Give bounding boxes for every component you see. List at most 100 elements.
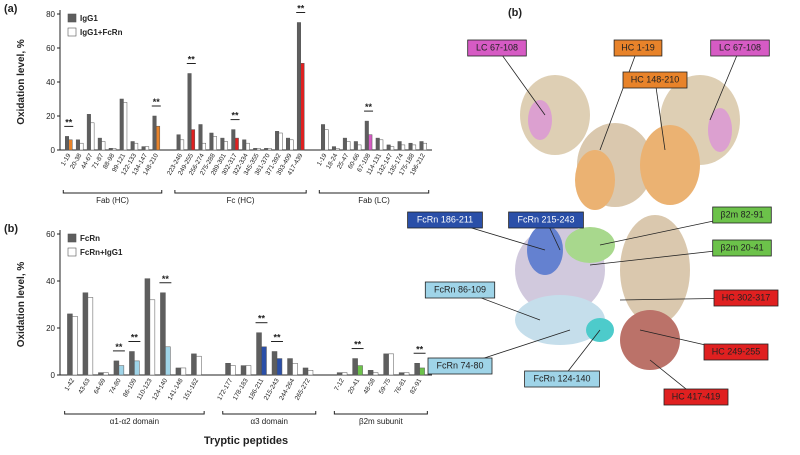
bar (240, 365, 247, 376)
y-tick-label: 40 (46, 78, 55, 87)
y-tick-label: 0 (51, 371, 56, 380)
bar (401, 144, 406, 151)
bar (364, 120, 369, 151)
bar (341, 372, 348, 376)
label-box (427, 357, 493, 375)
x-tick-label: 64-69 (93, 377, 108, 395)
label-box (712, 239, 772, 257)
bar (191, 129, 196, 151)
bar (87, 297, 94, 376)
significance-label: ** (162, 274, 170, 284)
significance-label: ** (232, 111, 240, 121)
bar (335, 148, 340, 151)
bar (368, 134, 373, 151)
bar (245, 365, 252, 376)
bar (386, 144, 391, 151)
label-box (508, 211, 584, 229)
group-label: β2m subunit (359, 417, 404, 426)
x-tick-label: 43-63 (77, 377, 92, 395)
x-tick-label: 86-109 (122, 377, 138, 398)
bar (198, 124, 203, 151)
bar (187, 73, 192, 151)
structure-label: LC 67-108 (719, 42, 761, 52)
bar (264, 148, 269, 151)
bar (134, 360, 140, 376)
bar (256, 332, 262, 376)
x-tick-label: 265-272 (294, 377, 312, 401)
bar (103, 372, 109, 376)
label-pointer (709, 47, 741, 121)
x-axis-title: Tryptic peptides (204, 435, 288, 447)
legend-label: FcRn+IgG1 (80, 248, 123, 257)
bar (419, 141, 424, 151)
bar (156, 125, 161, 151)
bar (119, 98, 124, 151)
label-box (407, 211, 483, 229)
group-bracket (222, 411, 317, 415)
bar (289, 139, 294, 151)
bar (422, 142, 427, 151)
x-tick-label: 74-80 (108, 377, 123, 395)
bar (225, 363, 231, 376)
bar (324, 129, 329, 151)
bar (180, 139, 185, 151)
significance-label: ** (153, 97, 161, 107)
bar (286, 137, 291, 151)
bar (275, 131, 280, 151)
bar (342, 137, 347, 151)
bar (245, 142, 250, 151)
bar (149, 299, 156, 376)
structure-label: FcRn 186-211 (417, 214, 473, 224)
bar (261, 346, 267, 376)
bar (191, 353, 197, 376)
x-tick-label: 151-162 (182, 377, 200, 401)
bar (223, 141, 228, 151)
label-box (713, 289, 779, 307)
group-bracket (64, 411, 205, 415)
label-box (524, 370, 600, 388)
structure-label: FcRn 124-140 (533, 373, 590, 383)
bar (72, 316, 78, 376)
bar (276, 358, 283, 376)
bar (212, 136, 217, 151)
structure-label: HC 417-419 (672, 391, 721, 401)
structure-label: β2m 20-41 (720, 242, 763, 252)
bar (68, 139, 73, 151)
structure-label: HC 302-317 (722, 292, 771, 302)
label-box (424, 281, 496, 299)
bar (130, 141, 135, 151)
y-axis-title: Oxidation level, % (16, 262, 27, 348)
legend-label: IgG1 (80, 14, 98, 23)
bar (353, 141, 358, 151)
bar (278, 132, 283, 151)
bar (357, 144, 362, 151)
legend-label: FcRn (80, 234, 100, 243)
label-pointer (654, 79, 666, 151)
bar (271, 351, 278, 376)
label-pointer (496, 47, 546, 116)
bar (134, 142, 139, 151)
structure-label: HC 249-255 (712, 346, 761, 356)
bar (390, 146, 395, 151)
y-tick-label: 60 (46, 230, 55, 239)
label-box (663, 388, 729, 406)
bar (67, 313, 73, 376)
bar (375, 137, 380, 151)
structure-label: HC 1-19 (621, 42, 655, 52)
y-tick-label: 60 (46, 44, 55, 53)
x-tick-label: 59-75 (378, 377, 393, 395)
bar (412, 144, 417, 151)
bar (220, 137, 225, 151)
bar (108, 148, 113, 151)
group-bracket (174, 190, 307, 194)
significance-label: ** (131, 333, 139, 343)
group-bracket (333, 411, 428, 415)
bar (357, 365, 363, 376)
legend-swatch (67, 13, 77, 23)
significance-label: ** (416, 344, 424, 354)
bar (253, 148, 258, 151)
group-label: Fab (HC) (96, 196, 129, 205)
bar (90, 122, 95, 151)
bar (230, 365, 236, 376)
